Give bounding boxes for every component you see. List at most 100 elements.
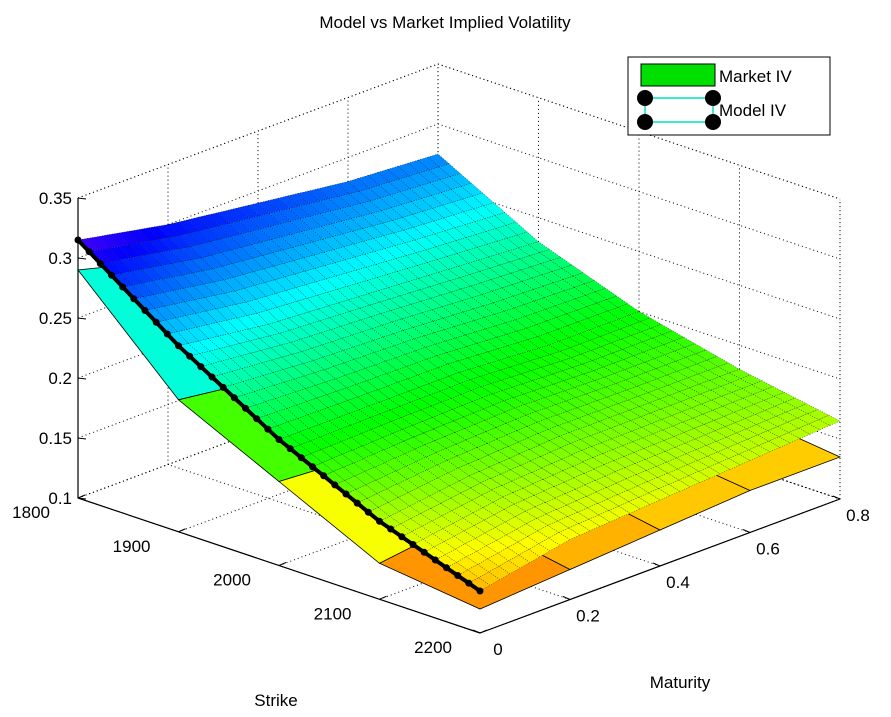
model-iv-patch — [174, 301, 197, 316]
model-iv-patch — [494, 521, 517, 536]
model-iv-patch — [606, 482, 629, 495]
model-iv-patch — [526, 324, 549, 337]
model-iv-patch — [526, 421, 549, 434]
model-iv-patch — [714, 426, 737, 438]
model-iv-patch — [439, 485, 462, 499]
model-iv-patch — [734, 418, 757, 430]
model-iv-patch — [786, 407, 809, 419]
model-iv-patch — [512, 383, 535, 395]
y-tick-mark — [832, 495, 841, 500]
model-iv-patch — [557, 516, 580, 529]
model-iv-patch — [522, 380, 545, 392]
model-iv-patch — [727, 443, 750, 455]
x-tick-mark — [178, 528, 186, 533]
model-iv-patch — [308, 308, 331, 322]
model-iv-patch — [508, 554, 531, 569]
model-iv-patch — [149, 252, 172, 266]
model-iv-patch — [348, 409, 371, 422]
model-iv-patch — [504, 516, 527, 530]
model-iv-patch — [335, 375, 358, 389]
model-iv-patch — [460, 487, 483, 501]
model-iv-patch — [159, 250, 182, 264]
model-iv-patch — [137, 227, 160, 242]
model-iv-patch — [614, 467, 637, 479]
model-iv-patch — [214, 292, 237, 307]
model-iv-patch — [495, 322, 518, 335]
model-iv-patch — [569, 428, 592, 440]
model-iv-patch — [360, 429, 383, 442]
model-iv-patch — [356, 380, 379, 394]
model-iv-patch — [600, 342, 623, 354]
model-iv-patch — [728, 453, 751, 466]
model-iv-patch — [552, 470, 575, 483]
model-iv-patch — [416, 469, 439, 483]
model-iv-patch — [516, 523, 539, 537]
model-iv-patch — [595, 386, 618, 398]
model-iv-patch — [424, 440, 447, 453]
model-iv-patch — [479, 373, 502, 384]
model-iv-patch — [299, 440, 322, 454]
model-iv-patch — [695, 349, 718, 361]
model-iv-patch — [458, 262, 481, 275]
model-iv-patch — [203, 281, 226, 296]
model-iv-patch — [313, 369, 336, 383]
model-iv-patch — [429, 283, 452, 296]
model-iv-patch — [596, 299, 619, 312]
model-iv-patch — [722, 402, 745, 413]
model-iv-patch — [677, 377, 700, 389]
model-iv-patch — [482, 502, 505, 516]
model-iv-patch — [584, 380, 607, 391]
model-iv-patch — [457, 463, 480, 477]
model-iv-patch — [798, 423, 821, 435]
model-iv-patch — [487, 552, 510, 567]
model-iv-patch — [549, 436, 572, 448]
model-iv-patch — [438, 375, 461, 388]
model-iv-marker — [420, 548, 428, 556]
model-iv-patch — [380, 421, 403, 434]
model-iv-patch — [581, 446, 604, 458]
model-iv-patch — [394, 453, 417, 467]
model-iv-patch — [509, 453, 532, 466]
model-iv-patch — [651, 419, 674, 431]
z-tick-mark — [77, 317, 87, 320]
model-iv-patch — [585, 390, 608, 401]
model-iv-patch — [550, 360, 573, 372]
model-iv-patch — [497, 446, 520, 459]
model-iv-patch — [678, 475, 701, 488]
model-iv-patch — [221, 249, 244, 264]
model-iv-marker — [219, 383, 227, 391]
model-iv-patch — [452, 405, 475, 418]
model-iv-patch — [519, 449, 542, 462]
model-iv-patch — [435, 340, 458, 353]
model-iv-patch — [464, 424, 487, 437]
model-iv-patch — [590, 346, 613, 358]
model-iv-patch — [470, 482, 493, 496]
model-iv-patch — [568, 523, 591, 536]
model-iv-patch — [529, 252, 552, 264]
model-iv-patch — [542, 373, 565, 385]
model-iv-patch — [400, 304, 423, 317]
model-iv-patch — [109, 259, 132, 274]
model-iv-patch — [390, 307, 413, 320]
model-iv-patch — [578, 518, 601, 531]
model-iv-patch — [559, 432, 582, 444]
model-iv-patch — [478, 256, 501, 269]
model-iv-patch — [685, 353, 708, 365]
model-iv-patch — [491, 485, 514, 498]
model-iv-patch — [471, 294, 494, 307]
model-iv-patch — [553, 380, 576, 392]
model-iv-patch — [638, 492, 661, 505]
model-iv-patch — [290, 338, 313, 352]
model-iv-patch — [682, 417, 705, 429]
model-iv-patch — [365, 364, 388, 378]
model-iv-patch — [610, 338, 633, 350]
model-iv-patch — [513, 499, 536, 512]
model-iv-patch — [383, 445, 406, 459]
model-iv-patch — [503, 397, 526, 409]
model-iv-patch — [486, 438, 509, 451]
model-iv-patch — [384, 457, 407, 472]
model-iv-patch — [508, 353, 531, 365]
model-iv-patch — [181, 259, 204, 274]
model-iv-patch — [498, 560, 521, 575]
